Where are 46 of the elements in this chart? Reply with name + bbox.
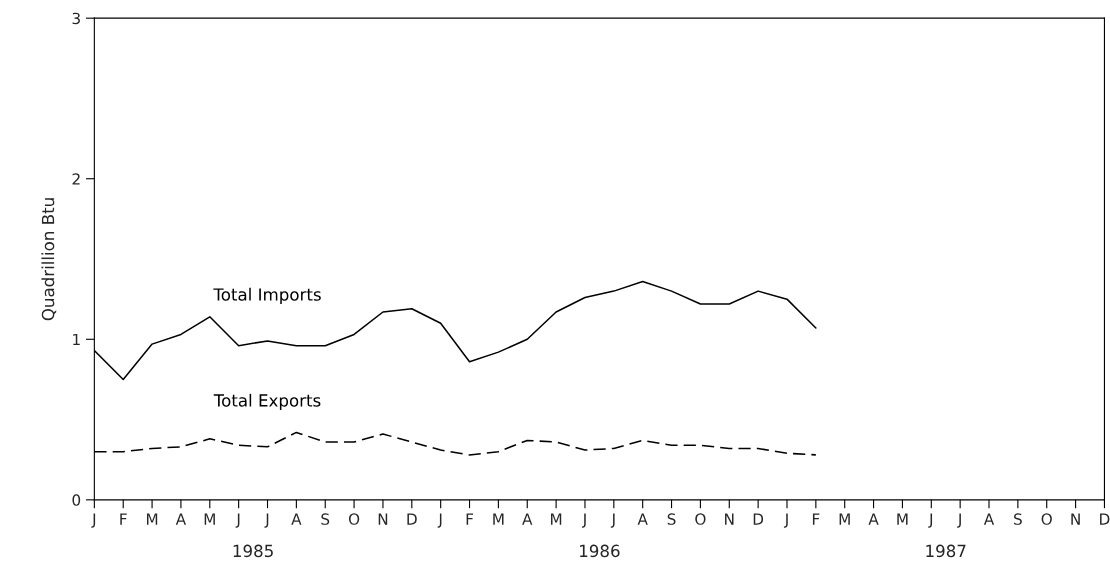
x-tick-label: J (437, 513, 442, 528)
x-tick-label: N (725, 513, 734, 525)
x-tick-label: O (695, 513, 706, 525)
y-axis-title: Quadrillion Btu (41, 198, 57, 321)
y-tick-label: 3 (72, 12, 80, 25)
y-tick-label: 2 (72, 173, 80, 185)
x-tick-label: N (1071, 513, 1080, 525)
x-tick-label: S (1014, 513, 1022, 525)
x-tick-label: A (637, 513, 648, 525)
x-tick-label: O (348, 513, 360, 525)
text: 1985 (233, 544, 273, 558)
x-tick-label: M (551, 513, 562, 525)
x-tick-label: D (1100, 513, 1110, 525)
x-tick-label: S (321, 513, 330, 525)
x-tick-label: F (120, 513, 127, 525)
x-tick-label: J (581, 513, 586, 528)
x-tick-label: A (291, 513, 302, 525)
x-tick-label: M (493, 513, 504, 525)
x-tick-label: D (407, 513, 417, 525)
text: 1987 (926, 544, 966, 558)
x-tick-label: N (378, 513, 388, 525)
x-tick-label: M (146, 513, 158, 525)
text: 1986 (580, 544, 620, 558)
x-tick-label: J (91, 513, 96, 528)
x-tick-label: J (264, 513, 269, 528)
x-tick-label: A (175, 513, 187, 525)
x-tick-label: A (983, 513, 995, 525)
x-tick-label: M (839, 513, 850, 525)
x-tick-label: M (204, 513, 215, 525)
x-tick-label: M (897, 513, 908, 525)
x-tick-label: S (667, 513, 676, 525)
y-tick-label: 0 (72, 494, 81, 506)
x-tick-label: J (783, 513, 788, 528)
x-tick-label: A (522, 513, 533, 525)
x-tick-label: J (928, 513, 933, 528)
x-tick-label: F (812, 513, 820, 525)
y-tick-label: 1 (73, 333, 80, 346)
x-tick-label: J (610, 513, 615, 528)
x-tick-label: F (466, 513, 474, 525)
x-tick-label: J (235, 513, 240, 528)
series-label: Total Imports (213, 287, 321, 304)
x-tick-label: O (1041, 513, 1052, 525)
series-label: Total Exports (213, 393, 321, 410)
x-tick-label: J (957, 513, 961, 528)
x-tick-label: D (753, 513, 764, 525)
x-tick-label: A (868, 513, 879, 525)
